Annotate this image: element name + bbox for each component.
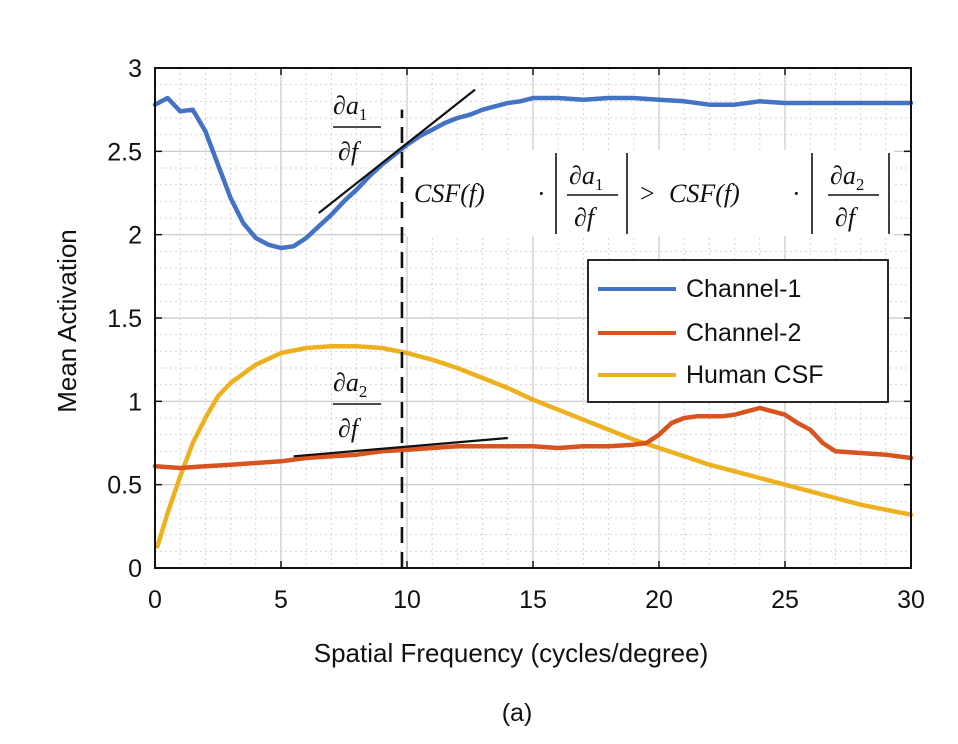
y-tick-label: 1.5 [107,305,142,333]
series-layer [152,95,914,549]
figure-caption: (a) [502,699,533,727]
legend-label-channel-1: Channel-1 [686,275,801,303]
inequality-annotation: CSF(f) · ∂a1 ∂f > CSF(f) · ∂a2 ∂f [406,150,894,236]
y-tick-label: 3 [128,55,142,83]
svg-text:∂f: ∂f [338,137,362,166]
legend-label-channel-2: Channel-2 [686,319,801,347]
x-axis-label: Spatial Frequency (cycles/degree) [314,638,709,668]
svg-text:∂f: ∂f [835,203,859,232]
svg-text:∂a2: ∂a2 [830,161,864,194]
series-line-channel-2 [152,405,914,471]
legend-label-human-csf: Human CSF [686,361,824,389]
variable-a: a [346,91,359,120]
x-tick-label: 30 [897,586,925,614]
svg-text:∂f: ∂f [338,414,362,443]
x-tick-label: 25 [771,586,799,614]
x-tick-label: 5 [274,586,288,614]
series-line-human-csf [155,344,914,549]
da1-df-label: ∂a1 ∂f [333,91,381,166]
svg-text:∂a2: ∂a2 [333,368,367,401]
x-tick-label: 15 [519,586,547,614]
partial-symbol: ∂ [333,368,346,397]
annotation-layer [293,88,508,568]
x-tick-label: 10 [393,586,421,614]
legend: Channel-1 Channel-2 Human CSF [587,259,889,403]
svg-text:∂a1: ∂a1 [333,91,367,124]
partial-symbol: ∂ [333,91,346,120]
variable-f: f [351,414,362,443]
greater-than: > [640,179,655,208]
y-tick-label: 0 [128,555,142,583]
svg-text:∂f: ∂f [574,203,598,232]
variable-a: a [346,368,359,397]
variable-f: f [351,137,362,166]
csf-right: CSF(f) [669,179,740,208]
csf-left: CSF(f) [414,179,485,208]
partial-symbol: ∂ [338,137,351,166]
partial-symbol: ∂ [569,161,582,190]
y-axis-label: Mean Activation [52,229,82,413]
tick-layer: 0 5 10 15 20 25 30 0 0.5 1 1.5 2 2.5 3 [107,55,925,614]
y-tick-label: 2 [128,222,142,250]
tangent-line-channel-1 [318,88,476,214]
subscript-1: 1 [359,105,368,124]
series-line-channel-1 [152,95,914,251]
partial-symbol: ∂ [338,414,351,443]
svg-text:∂a1: ∂a1 [569,161,603,194]
tangent-line-channel-2 [293,436,508,458]
da2-df-label: ∂a2 ∂f [333,368,381,443]
dot-left: · [537,179,546,208]
y-tick-label: 0.5 [107,472,142,500]
dot-right: · [792,179,801,208]
x-tick-label: 0 [148,586,162,614]
subscript-2: 2 [359,382,368,401]
y-tick-label: 1 [128,388,142,416]
y-tick-label: 2.5 [107,138,142,166]
x-tick-label: 20 [645,586,673,614]
